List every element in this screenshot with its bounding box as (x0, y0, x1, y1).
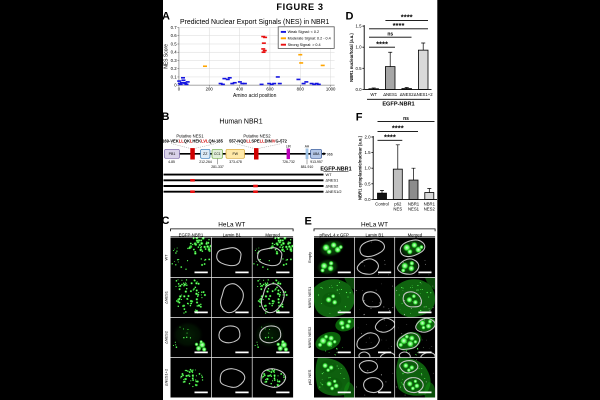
svg-text:Merged: Merged (265, 232, 280, 237)
svg-text:p62: p62 (394, 201, 402, 206)
svg-text:ZZ: ZZ (203, 152, 208, 156)
svg-text:4-85: 4-85 (168, 160, 175, 164)
svg-text:EGFP-NBR1: EGFP-NBR1 (382, 101, 414, 107)
svg-text:ΔNES1+2: ΔNES1+2 (163, 369, 168, 386)
svg-text:NES2: NES2 (424, 206, 436, 211)
svg-text:0.0: 0.0 (355, 87, 362, 92)
svg-text:0.2: 0.2 (171, 66, 178, 71)
svg-text:WT: WT (163, 254, 168, 261)
svg-text:ΔNES2: ΔNES2 (163, 331, 168, 344)
svg-text:E: E (305, 216, 312, 228)
svg-text:F: F (356, 112, 363, 124)
svg-text:Putative NES2: Putative NES2 (243, 134, 271, 139)
svg-text:ns: ns (387, 32, 393, 38)
svg-text:ns: ns (403, 116, 409, 122)
svg-text:0.3: 0.3 (171, 58, 178, 63)
svg-text:WT: WT (370, 92, 377, 97)
svg-text:NES1: NES1 (408, 206, 420, 211)
svg-text:0.5: 0.5 (355, 66, 362, 71)
svg-text:0.7: 0.7 (171, 25, 178, 30)
svg-text:1.0: 1.0 (364, 166, 371, 171)
svg-text:HeLa WT: HeLa WT (361, 221, 388, 228)
svg-text:Human NBR1: Human NBR1 (219, 119, 262, 126)
svg-text:966: 966 (327, 152, 333, 156)
svg-text:Putative NES1: Putative NES1 (176, 134, 204, 139)
svg-text:C: C (162, 215, 170, 227)
svg-text:****: **** (401, 13, 413, 22)
svg-text:0.0: 0.0 (364, 197, 371, 202)
svg-text:AH: AH (305, 144, 310, 148)
svg-text:1.0: 1.0 (355, 45, 362, 50)
svg-text:ΔNES2: ΔNES2 (326, 183, 339, 188)
svg-text:600: 600 (266, 86, 274, 91)
svg-text:Empty: Empty (307, 252, 312, 263)
svg-text:881-910: 881-910 (301, 165, 314, 169)
svg-text:0.5: 0.5 (171, 41, 178, 46)
svg-text:281-337: 281-337 (211, 165, 224, 169)
svg-text:pRev1.4 x GFP: pRev1.4 x GFP (319, 232, 349, 237)
svg-text:HeLa WT: HeLa WT (218, 221, 245, 228)
svg-text:0: 0 (174, 83, 177, 88)
svg-text:1000: 1000 (326, 86, 336, 91)
svg-text:CC1: CC1 (214, 152, 221, 156)
svg-text:p62 NES: p62 NES (307, 369, 312, 385)
svg-text:0.6: 0.6 (171, 33, 178, 38)
svg-text:D: D (346, 11, 354, 23)
svg-text:0.5: 0.5 (364, 181, 371, 186)
svg-text:400: 400 (236, 86, 244, 91)
svg-text:NBR1: NBR1 (408, 201, 420, 206)
svg-text:FIGURE 3: FIGURE 3 (276, 2, 323, 12)
svg-text:ΔNES1: ΔNES1 (383, 92, 398, 97)
svg-text:Amino acid position: Amino acid position (233, 93, 277, 99)
svg-text:2.0: 2.0 (364, 135, 371, 140)
svg-text:557-NQDLLSPELLDINIVG-572: 557-NQDLLSPELLDINIVG-572 (229, 138, 288, 143)
svg-text:373-478: 373-478 (229, 160, 242, 164)
svg-text:169-VEKLLQKLHEKLVLQN-185: 169-VEKLLQKLHEKLVLQN-185 (162, 138, 223, 143)
svg-text:EGFP-NBR1: EGFP-NBR1 (179, 232, 204, 237)
svg-text:NES Score: NES Score (164, 44, 170, 69)
svg-text:NBR1 NES1: NBR1 NES1 (307, 287, 312, 309)
svg-text:NBR1 NES2: NBR1 NES2 (307, 327, 312, 349)
svg-text:Control: Control (375, 201, 389, 206)
svg-text:ΔNES1+2: ΔNES1+2 (414, 92, 433, 97)
svg-text:Strong Signal: > 0.4: Strong Signal: > 0.4 (288, 43, 321, 47)
svg-text:800: 800 (297, 86, 305, 91)
svg-text:****: **** (384, 132, 396, 141)
svg-text:NBR1 nuclear/total (a.u.): NBR1 nuclear/total (a.u.) (349, 33, 354, 82)
svg-text:1.5: 1.5 (364, 150, 371, 155)
svg-text:726-732: 726-732 (282, 160, 295, 164)
svg-text:913-957: 913-957 (310, 160, 323, 164)
svg-text:ΔNES1/2: ΔNES1/2 (326, 189, 342, 194)
svg-text:Lamin B1: Lamin B1 (365, 232, 384, 237)
svg-text:Merged: Merged (408, 232, 423, 237)
svg-text:Lamin B1: Lamin B1 (223, 232, 242, 237)
svg-text:A: A (162, 11, 170, 23)
svg-text:212-264: 212-264 (199, 160, 212, 164)
svg-text:****: **** (392, 124, 404, 133)
svg-text:ΔNES1: ΔNES1 (326, 178, 339, 183)
svg-text:UBA: UBA (313, 152, 320, 156)
svg-text:PB1: PB1 (169, 152, 176, 156)
svg-text:****: **** (376, 39, 388, 48)
svg-text:B: B (162, 111, 170, 123)
svg-text:NBR1: NBR1 (424, 201, 436, 206)
svg-text:FW: FW (232, 152, 238, 156)
svg-text:0.1: 0.1 (171, 74, 178, 79)
svg-text:0: 0 (178, 86, 181, 91)
svg-text:NES: NES (393, 206, 402, 211)
svg-text:Moderate Signal: 0.2 - 0.4: Moderate Signal: 0.2 - 0.4 (288, 37, 331, 41)
svg-text:WT: WT (326, 172, 333, 177)
svg-text:ΔNES1: ΔNES1 (163, 291, 168, 304)
svg-text:LIR: LIR (286, 144, 292, 148)
svg-text:EGFP-NBR1: EGFP-NBR1 (320, 166, 351, 172)
svg-text:0.4: 0.4 (171, 50, 178, 55)
svg-text:NBR1 cytoplasmic/nuclear (a.u.: NBR1 cytoplasmic/nuclear (a.u.) (358, 135, 363, 200)
svg-text:1.5: 1.5 (355, 24, 362, 29)
svg-text:****: **** (393, 21, 405, 30)
svg-text:200: 200 (206, 86, 214, 91)
svg-text:ΔNES2: ΔNES2 (400, 92, 415, 97)
svg-text:Weak Signal: < 0.2: Weak Signal: < 0.2 (288, 30, 320, 34)
svg-text:Predicted Nuclear Export Signa: Predicted Nuclear Export Signals (NES) i… (180, 19, 330, 26)
